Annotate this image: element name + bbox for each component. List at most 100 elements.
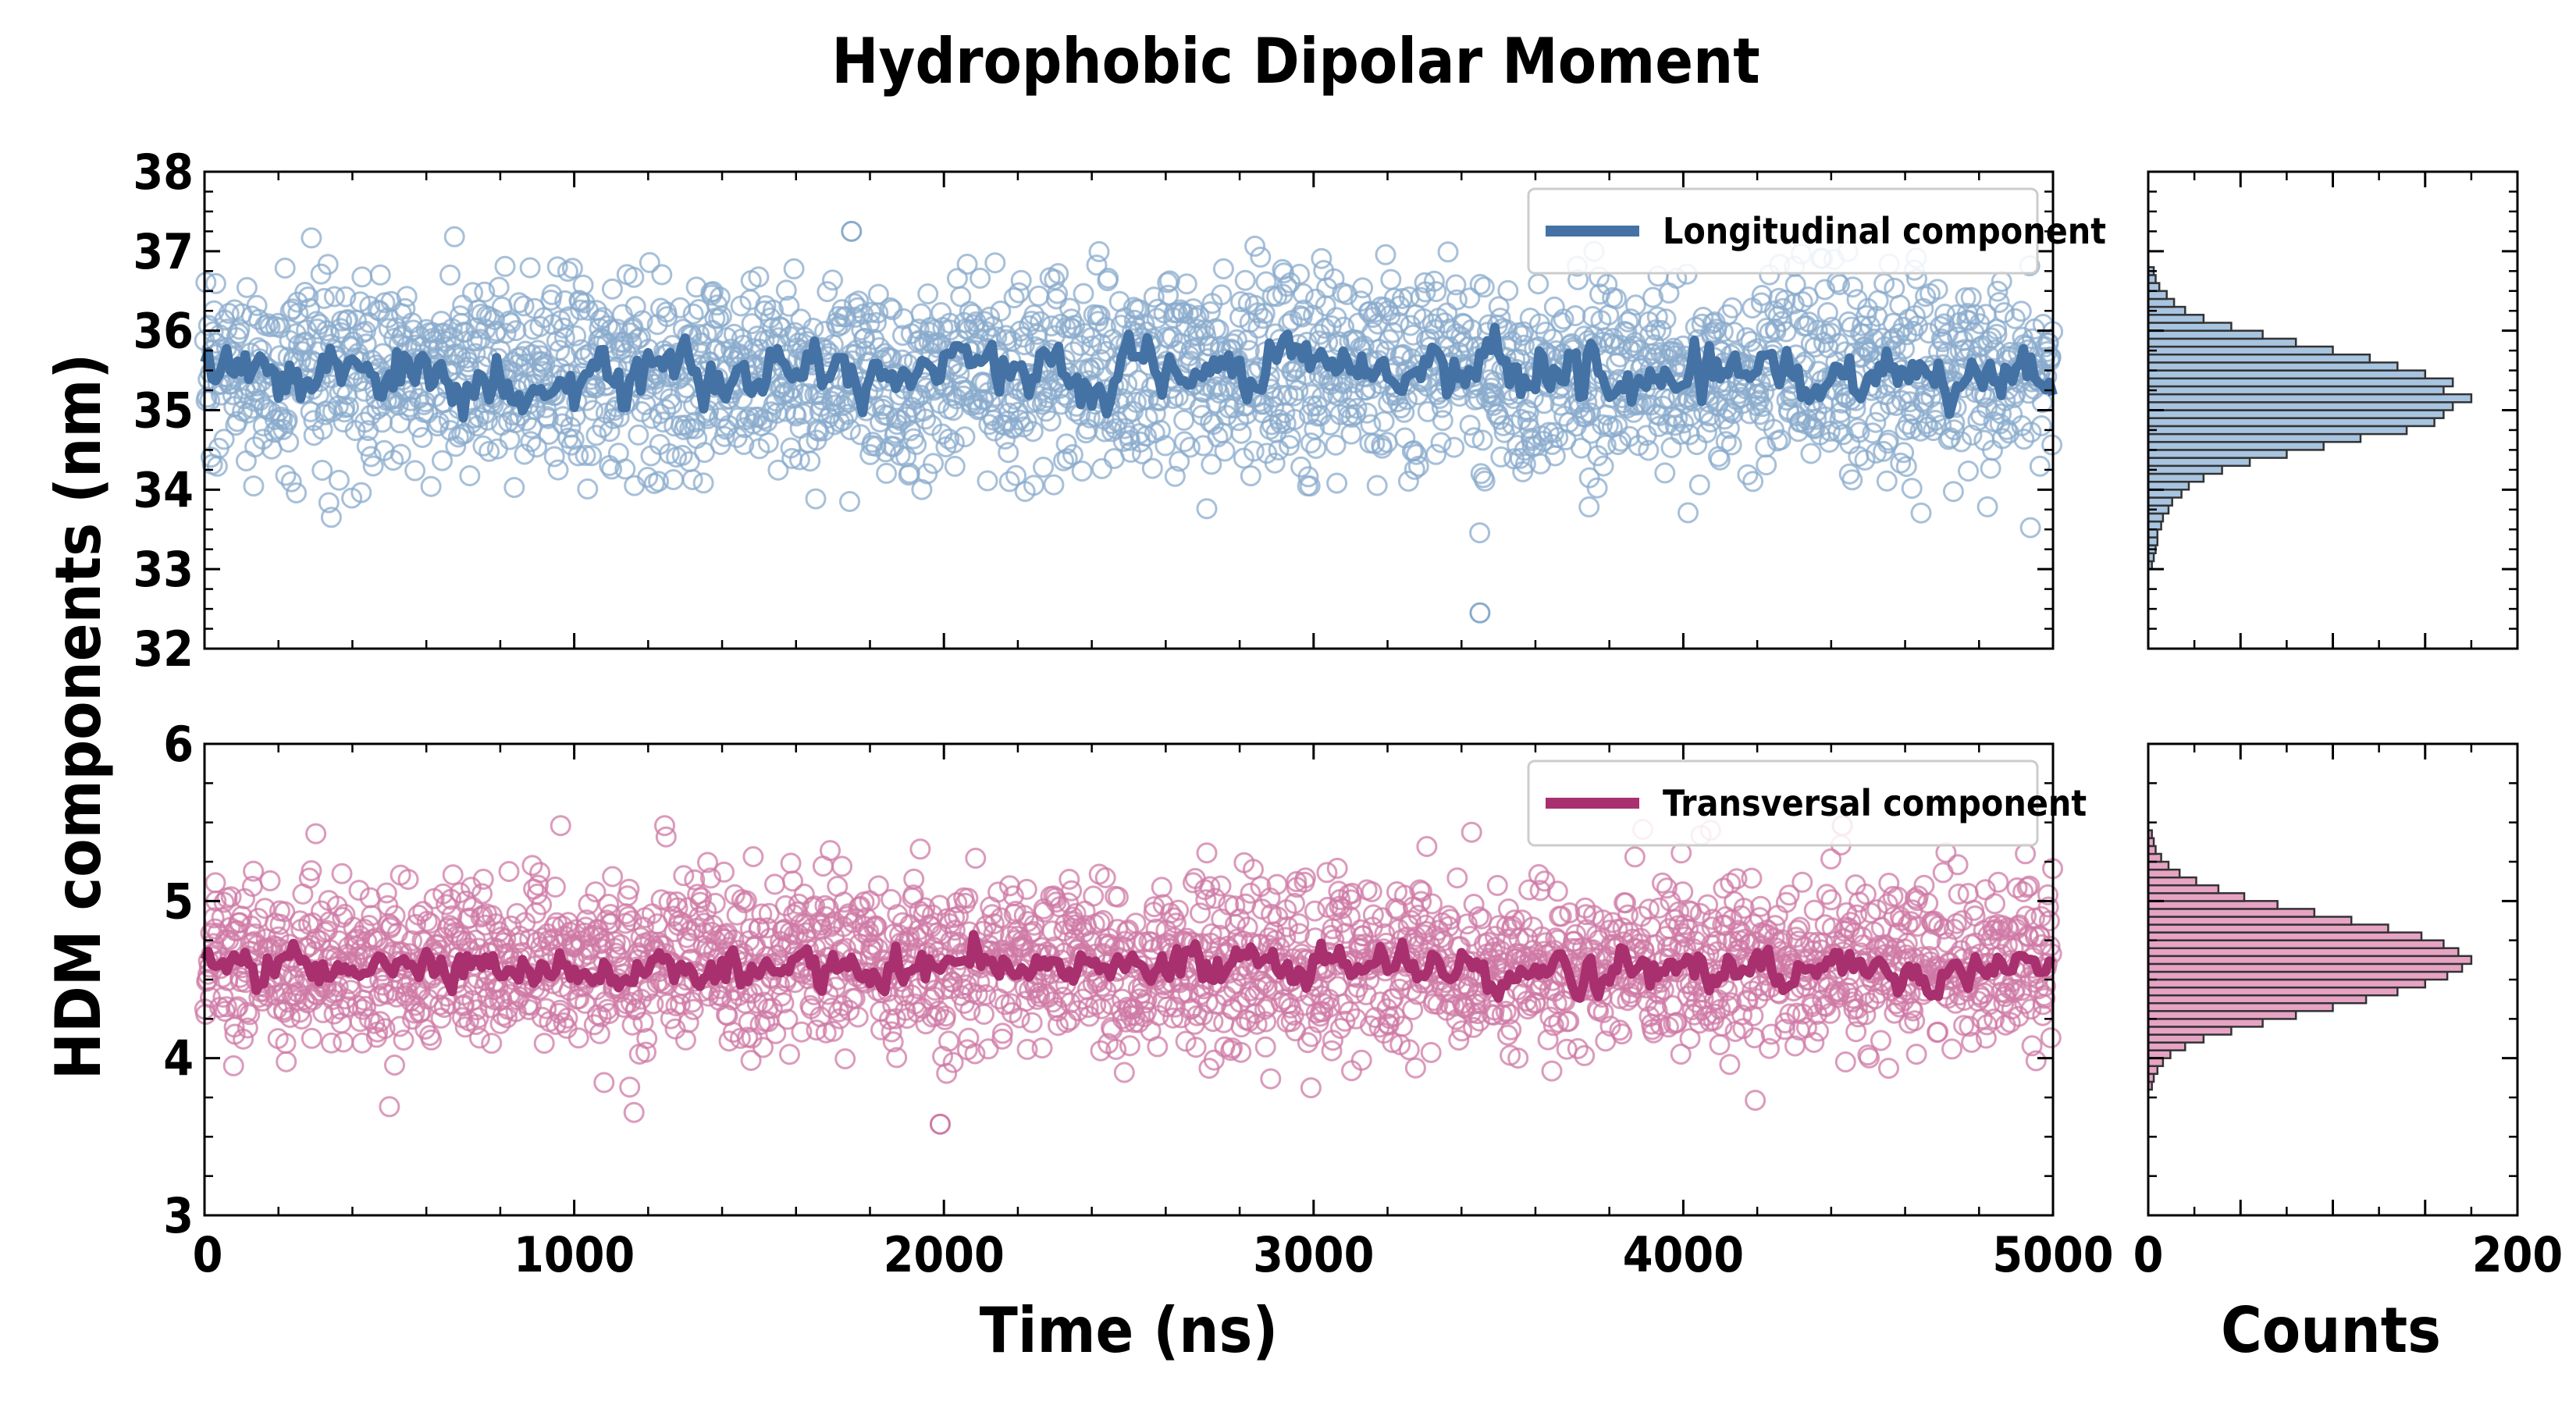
scatter-point <box>1250 246 1272 268</box>
scatter-point <box>558 306 580 328</box>
scatter-point <box>1834 1051 1856 1072</box>
scatter-point <box>1692 988 1714 1010</box>
scatter-point <box>1058 892 1080 914</box>
scatter-point <box>1994 302 2015 323</box>
scatter-point <box>1586 477 1608 499</box>
scatter-point <box>635 1041 656 1063</box>
scatter-point <box>1599 1016 1621 1037</box>
scatter-point <box>703 281 724 302</box>
scatter-point <box>1091 975 1113 997</box>
scatter-point <box>1339 905 1361 927</box>
scatter-point <box>1350 1049 1372 1071</box>
scatter-point <box>651 264 673 286</box>
scatter-point <box>543 446 565 468</box>
scatter-point <box>355 995 377 1017</box>
scatter-point <box>943 432 965 454</box>
scatter-point <box>655 399 677 421</box>
scatter-point <box>2012 881 2034 902</box>
scatter-point <box>1974 879 1996 901</box>
scatter-point <box>906 434 927 455</box>
scatter-point <box>350 482 372 503</box>
scatter-point <box>389 1016 411 1037</box>
scatter-point <box>1951 431 1973 453</box>
scatter-point <box>1382 322 1404 343</box>
scatter-point <box>358 915 380 936</box>
scatter-point <box>552 406 574 428</box>
scatter-point <box>1071 461 1093 482</box>
scatter-point <box>557 261 578 283</box>
scatter-point <box>1086 254 1108 276</box>
scatter-point <box>1733 898 1755 919</box>
scatter-point <box>1541 1060 1563 1082</box>
scatter-point <box>1831 392 1852 414</box>
scatter-point <box>1325 434 1347 456</box>
scatter-point <box>337 308 359 330</box>
scatter-point <box>568 1027 589 1049</box>
scatter-point <box>1529 880 1551 902</box>
scatter-point <box>822 1020 844 1042</box>
scatter-point <box>956 254 978 275</box>
scatter-point <box>550 815 571 837</box>
scatter-point <box>965 848 987 869</box>
scatter-point <box>1332 993 1354 1015</box>
scatter-point <box>731 388 753 410</box>
scatter-point <box>1193 435 1214 457</box>
longitudinal-legend: Longitudinal component <box>1527 187 2106 275</box>
scatter-point <box>244 436 266 458</box>
scatter-point <box>624 475 646 496</box>
scatter-point <box>1045 891 1067 913</box>
scatter-point <box>1497 279 1519 301</box>
scatter-point <box>1709 1033 1731 1055</box>
scatter-point <box>1397 471 1419 492</box>
scatter-point <box>623 1101 645 1123</box>
scatter-point <box>412 901 434 923</box>
scatter-point <box>991 1023 1013 1044</box>
scatter-point <box>791 1021 813 1043</box>
scatter-point <box>1636 346 1658 368</box>
scatter-point <box>1610 987 1631 1009</box>
scatter-point <box>565 325 587 347</box>
scatter-point <box>585 881 607 903</box>
scatter-point <box>2040 1027 2062 1049</box>
scatter-point <box>628 424 649 446</box>
scatter-point <box>1774 1019 1795 1040</box>
scatter-point <box>704 892 726 914</box>
scatter-point <box>636 1028 658 1049</box>
scatter-point <box>1316 862 1338 884</box>
scatter-point <box>531 894 553 916</box>
scatter-point <box>1759 1037 1780 1059</box>
scatter-point <box>915 1013 937 1035</box>
scatter-point <box>847 297 869 318</box>
scatter-point <box>1829 408 1851 430</box>
scatter-point <box>822 269 843 291</box>
legend-box <box>1527 187 2039 275</box>
scatter-point <box>1517 401 1539 423</box>
scatter-point <box>691 887 713 909</box>
scatter-point <box>648 471 670 493</box>
scatter-point <box>1678 502 1699 524</box>
scatter-point <box>1688 474 1710 496</box>
scatter-point <box>1808 1020 1829 1042</box>
scatter-point <box>1980 457 2001 479</box>
scatter-point <box>1895 456 1917 478</box>
scatter-point <box>1323 929 1345 951</box>
scatter-point <box>1013 334 1035 356</box>
scatter-point <box>581 445 603 467</box>
scatter-point <box>1649 984 1670 1005</box>
scatter-point <box>1188 304 1210 326</box>
scatter-point <box>617 905 639 927</box>
scatter-point <box>1392 1016 1414 1037</box>
scatter-point <box>1432 410 1453 432</box>
scatter-point <box>1703 321 1725 343</box>
scatter-point <box>882 1031 904 1053</box>
scatter-point <box>349 1011 371 1033</box>
scatter-point <box>568 988 590 1010</box>
scatter-point <box>839 419 861 441</box>
scatter-point <box>2020 998 2042 1020</box>
scatter-point <box>1791 291 1813 312</box>
scatter-point <box>1254 303 1276 324</box>
scatter-point <box>753 1037 774 1058</box>
scatter-point <box>1854 449 1876 471</box>
